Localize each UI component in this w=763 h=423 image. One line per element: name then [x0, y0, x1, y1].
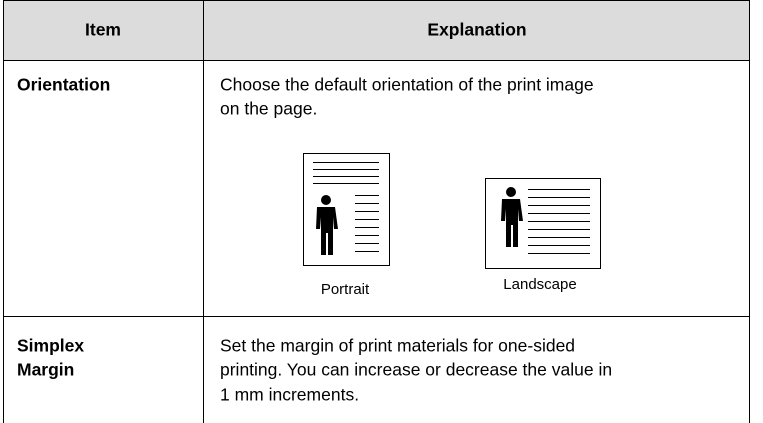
header-row: [3, 0, 750, 61]
header-item: Item: [85, 20, 121, 40]
item-label: Margin: [17, 360, 74, 380]
item-label: Orientation: [17, 75, 110, 95]
item-label: Simplex: [17, 336, 84, 356]
image-caption: Portrait: [321, 281, 370, 298]
explanation-line: on the page.: [220, 99, 317, 119]
row-simplex: [3, 316, 750, 423]
image-caption: Landscape: [503, 276, 576, 293]
explanation-line: Choose the default orientation of the pr…: [220, 75, 594, 95]
portrait-icon: [303, 153, 390, 266]
explanation-line: 1 mm increments.: [220, 385, 359, 405]
landscape-icon: [485, 178, 601, 269]
header-explanation: Explanation: [427, 20, 526, 40]
explanation-line: Set the margin of print materials for on…: [220, 336, 575, 356]
row-orientation: [3, 60, 750, 317]
explanation-line: printing. You can increase or decrease t…: [220, 360, 612, 380]
